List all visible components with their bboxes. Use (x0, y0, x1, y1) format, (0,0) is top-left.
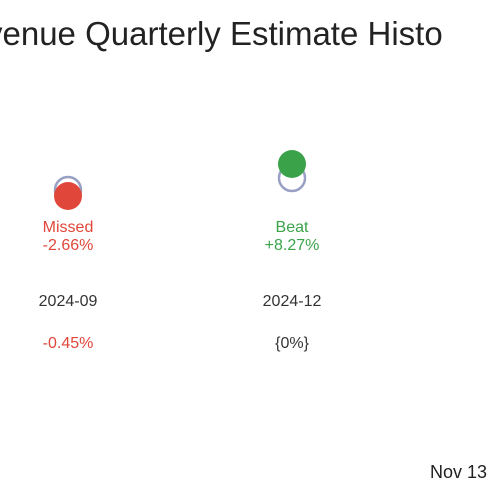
actual-dot-1 (54, 182, 82, 210)
result-label-1: Missed (43, 219, 94, 236)
result-label-2: Beat (276, 219, 309, 236)
period-label-1: 2024-09 (39, 293, 98, 310)
period-label-2: 2024-12 (263, 293, 322, 310)
chart-title-text: venue Quarterly Estimate Histo (0, 15, 443, 52)
surprise-label-1: -2.66% (43, 237, 94, 254)
footer-date: Nov 13 (430, 462, 488, 482)
marks-layer (53, 150, 307, 210)
labels-layer: Missed-2.66% 2024-09 -0.45% Beat+8.27% 2024-… (39, 219, 322, 352)
actual-dot-2 (278, 150, 306, 178)
change-label-1: -0.45% (43, 335, 94, 352)
chart-title: venue Quarterly Estimate Histo (0, 12, 500, 56)
surprise-label-2: +8.27% (265, 237, 320, 254)
change-label-2: {0%} (275, 335, 309, 352)
